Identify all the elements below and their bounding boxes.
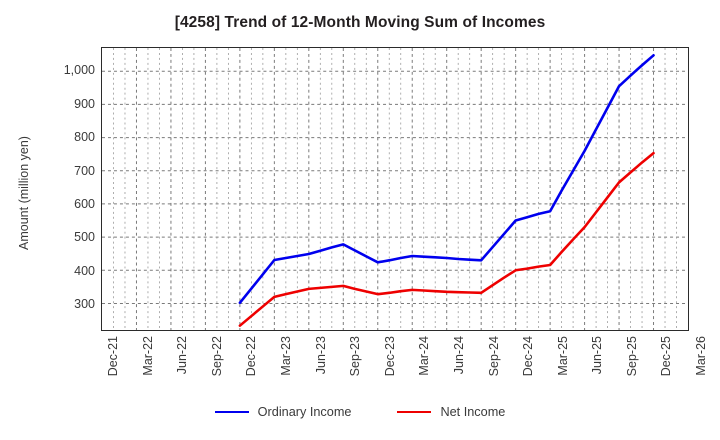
y-tick-label: 700 (74, 163, 95, 178)
legend-color-swatch (214, 411, 249, 413)
x-tick-label: Mar-23 (278, 336, 293, 376)
x-tick-label: Sep-25 (624, 336, 639, 377)
x-tick-label: Jun-23 (313, 336, 328, 375)
y-axis-tick-labels: 300 400 500 600 700 800 900 1,000 (0, 0, 95, 440)
gridlines (102, 48, 688, 330)
x-tick-label: Sep-22 (209, 336, 224, 377)
data-lines (238, 54, 655, 327)
legend-label: Net Income (440, 405, 506, 419)
legend-label: Ordinary Income (257, 405, 352, 419)
y-tick-label: 900 (74, 96, 95, 111)
series-line (238, 151, 655, 327)
y-tick-label: 400 (74, 263, 95, 278)
y-tick-label: 1,000 (63, 63, 95, 78)
legend-color-swatch (397, 411, 432, 413)
chart-title: [4258] Trend of 12-Month Moving Sum of I… (174, 14, 546, 31)
x-tick-label: Dec-23 (382, 336, 397, 377)
y-tick-label: 300 (74, 297, 95, 312)
x-tick-label: Mar-26 (694, 336, 708, 376)
x-tick-label: Mar-25 (555, 336, 570, 376)
x-tick-label: Jun-24 (451, 336, 466, 375)
x-tick-label: Jun-22 (175, 336, 190, 375)
series-line (238, 54, 655, 305)
x-tick-label: Dec-22 (244, 336, 259, 377)
plot-area (101, 47, 689, 331)
legend-item[interactable]: Ordinary Income (214, 405, 352, 419)
x-tick-label: Mar-24 (417, 336, 432, 376)
x-tick-label: Dec-25 (659, 336, 674, 377)
chart-legend: Ordinary Income Net Income (0, 405, 720, 419)
x-tick-label: Sep-23 (348, 336, 363, 377)
x-tick-label: Sep-24 (486, 336, 501, 377)
legend-item[interactable]: Net Income (397, 405, 505, 419)
x-tick-label: Dec-24 (521, 336, 536, 377)
y-tick-label: 600 (74, 197, 95, 211)
x-tick-label: Mar-22 (140, 336, 155, 376)
y-tick-label: 500 (74, 230, 95, 245)
x-tick-label: Jun-25 (590, 336, 605, 375)
y-tick-label: 800 (74, 130, 95, 145)
x-tick-label: Dec-21 (106, 336, 120, 377)
